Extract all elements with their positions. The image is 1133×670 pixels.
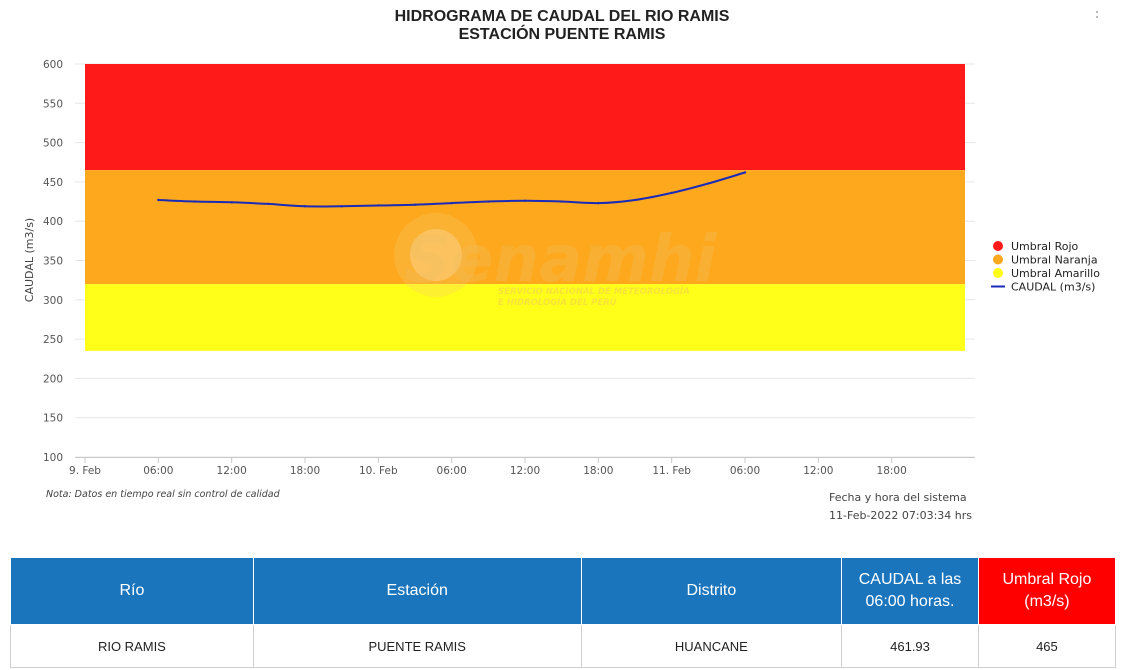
y-tick-label: 300 — [43, 295, 63, 307]
x-tick-label: 11. Feb — [652, 465, 691, 477]
threshold-band — [85, 170, 965, 285]
y-tick-label: 400 — [43, 216, 63, 228]
threshold-bands — [85, 64, 965, 351]
x-tick-label: 12:00 — [510, 465, 540, 477]
caudal-point — [413, 203, 417, 206]
y-tick-label: 500 — [43, 138, 63, 150]
header-caudal: CAUDAL a las 06:00 horas. — [841, 557, 979, 625]
caudal-point — [340, 205, 343, 208]
caudal-point — [377, 204, 380, 207]
caudal-point — [743, 171, 747, 174]
x-tick-label: 06:00 — [730, 465, 760, 477]
y-tick-label: 200 — [43, 373, 63, 385]
watermark-line-1: SERVICIO NACIONAL DE METEOROLOGÍA — [498, 285, 690, 297]
header-umbral-rojo: Umbral Rojo (m3/s) — [977, 557, 1117, 625]
caudal-point — [597, 201, 600, 205]
x-tick-label: 10. Feb — [359, 465, 398, 477]
header-estacion: Estación — [252, 557, 582, 625]
caudal-point — [157, 198, 160, 202]
cell-caudal: 461.93 — [841, 624, 979, 668]
cell-rio: RIO RAMIS — [10, 624, 254, 668]
y-tick-label: 600 — [43, 59, 63, 71]
header-distrito: Distrito — [580, 557, 843, 625]
y-axis-title: CAUDAL (m3/s) — [23, 218, 36, 302]
sun-logo — [394, 213, 478, 297]
caudal-point — [560, 200, 563, 203]
y-tick-label: 350 — [43, 256, 63, 268]
system-time-value: 11-Feb-2022 07:03:34 hrs — [829, 509, 972, 522]
x-tick-label: 12:00 — [217, 465, 247, 477]
x-tick-label: 06:00 — [143, 465, 173, 477]
y-tick-label: 100 — [43, 452, 63, 464]
threshold-band — [85, 284, 965, 351]
caudal-point — [450, 201, 453, 205]
x-tick-label: 18:00 — [877, 465, 907, 477]
x-tick-label: 18:00 — [290, 465, 320, 477]
x-axis: 9. Feb 06:00 12:00 18:00 10. Feb 06:00 12:00 18… — [69, 457, 975, 477]
hydrograph-chart: HIDROGRAMA DE CAUDAL DEL RIO RAMIS ESTAC… — [23, 8, 1100, 522]
senamhi-watermark: Senamhi SERVICIO NACIONAL DE METEOROLOGÍ… — [394, 213, 718, 308]
watermark-line-2: E HIDROLOGÍA DEL PERÚ — [498, 296, 617, 308]
legend-label: CAUDAL (m3/s) — [1011, 281, 1095, 294]
y-axis: 100 150 200 250 300 350 400 450 500 550 600 — [43, 59, 63, 464]
station-table: Río Estación Distrito CAUDAL a las 06:00… — [10, 557, 1117, 668]
cell-distrito: HUANCANE — [580, 624, 843, 668]
table-row: RIO RAMIS PUENTE RAMIS HUANCANE 461.93 4… — [10, 624, 1117, 668]
y-tick-label: 250 — [43, 334, 63, 346]
caudal-point — [230, 201, 233, 204]
x-tick-label: 18:00 — [583, 465, 613, 477]
x-tick-label: 06:00 — [437, 465, 467, 477]
threshold-band — [85, 64, 965, 171]
watermark-brand: Senamhi — [404, 223, 718, 297]
caudal-point — [707, 182, 710, 185]
legend-label: Umbral Naranja — [1011, 254, 1098, 267]
caudal-point — [193, 200, 197, 203]
header-rio: Río — [10, 557, 254, 625]
y-tick-label: 150 — [43, 413, 63, 425]
caudal-point — [267, 202, 270, 206]
chart-title-line-2: ESTACIÓN PUENTE RAMIS — [459, 24, 666, 43]
cell-estacion: PUENTE RAMIS — [252, 624, 582, 668]
chart-menu-icon[interactable] — [1089, 8, 1105, 22]
table-header-row: Río Estación Distrito CAUDAL a las 06:00… — [10, 557, 1117, 625]
caudal-point — [670, 191, 673, 195]
chart-title-line-1: HIDROGRAMA DE CAUDAL DEL RIO RAMIS — [395, 8, 730, 25]
data-quality-note: Nota: Datos en tiempo real sin control d… — [46, 489, 281, 500]
caudal-point — [523, 199, 527, 202]
caudal-point — [633, 198, 637, 202]
x-tick-label: 12:00 — [803, 465, 833, 477]
caudal-point — [303, 205, 307, 208]
legend-label: Umbral Rojo — [1011, 240, 1079, 253]
y-tick-label: 550 — [43, 98, 63, 110]
legend-marker — [993, 254, 1003, 265]
caudal-point — [487, 200, 490, 203]
system-time-label: Fecha y hora del sistema — [829, 491, 967, 504]
legend-marker — [993, 268, 1003, 278]
legend-marker — [993, 241, 1003, 251]
cell-umbral-rojo: 465 — [977, 624, 1117, 668]
x-tick-label: 9. Feb — [69, 465, 101, 477]
series-layer — [157, 171, 747, 208]
y-tick-label: 450 — [43, 177, 63, 189]
legend-label: Umbral Amarillo — [1011, 267, 1100, 280]
